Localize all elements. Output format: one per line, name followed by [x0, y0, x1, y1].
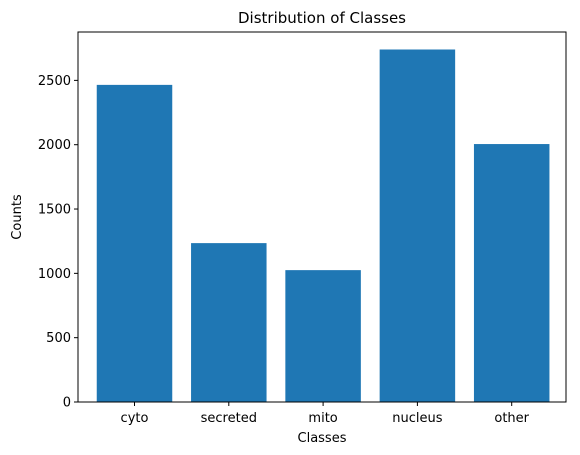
- x-tick-label: mito: [308, 411, 337, 426]
- x-tick-label: other: [494, 411, 529, 426]
- chart-title: Distribution of Classes: [238, 9, 406, 27]
- y-tick-label: 0: [63, 396, 71, 411]
- x-tick-label: nucleus: [392, 411, 442, 426]
- y-tick-label: 500: [46, 331, 71, 346]
- y-axis: 0 500 1000 1500 2000 2500: [38, 74, 78, 411]
- bars-group: [97, 50, 550, 403]
- x-axis: cyto secreted mito nucleus other: [121, 402, 530, 426]
- x-axis-label: Classes: [298, 431, 347, 446]
- x-tick-label: secreted: [201, 411, 257, 426]
- bar-secreted: [191, 243, 266, 402]
- y-tick-label: 1000: [38, 267, 71, 282]
- bar-other: [474, 144, 550, 402]
- bar-cyto: [97, 85, 173, 402]
- bar-nucleus: [380, 50, 456, 403]
- y-tick-label: 2500: [38, 74, 71, 89]
- bar-mito: [285, 270, 361, 402]
- y-tick-label: 2000: [38, 138, 71, 153]
- y-tick-label: 1500: [38, 203, 71, 218]
- y-axis-label: Counts: [10, 194, 25, 240]
- x-tick-label: cyto: [121, 411, 149, 426]
